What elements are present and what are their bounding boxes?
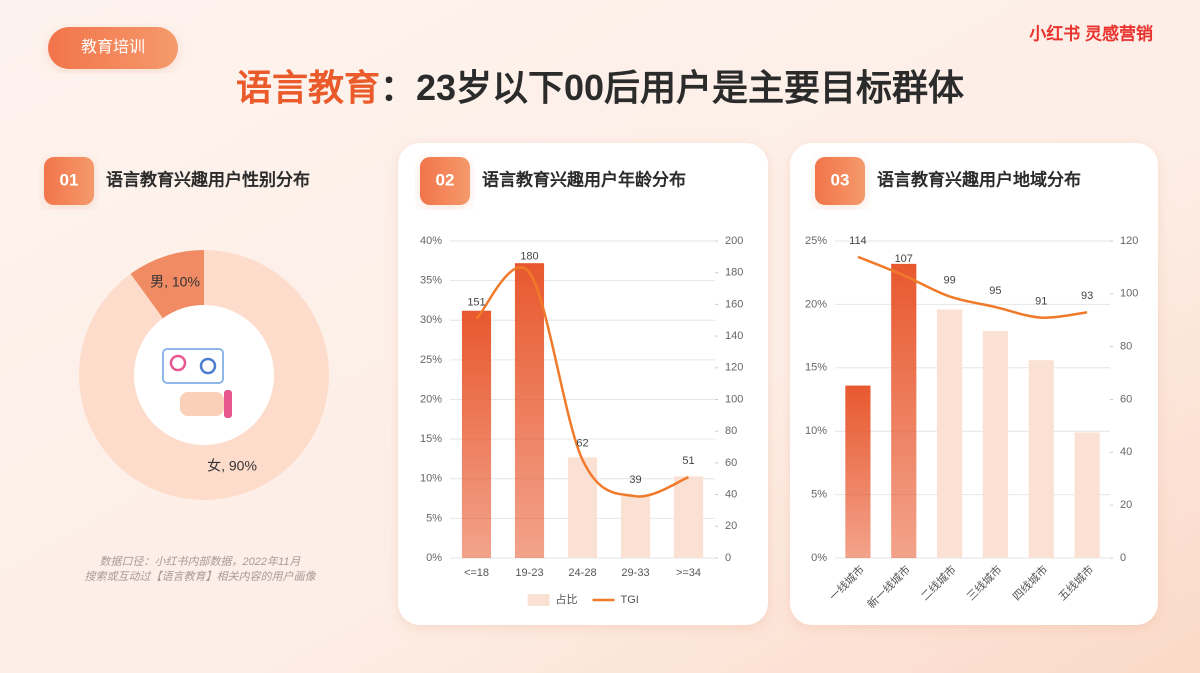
bar <box>461 310 492 558</box>
badge <box>815 157 865 205</box>
bar <box>620 496 651 558</box>
data-label: 107 <box>895 253 913 265</box>
bar <box>845 385 871 558</box>
y2-tick-label: 80 <box>725 425 737 437</box>
title-rest: ：23岁以下00后用户是主要目标群体 <box>380 67 964 108</box>
data-label: 151 <box>467 297 485 309</box>
note: 数据口径：小红书内部数据，2022年11月 <box>100 555 302 568</box>
data-label: 51 <box>682 455 694 467</box>
icon-female <box>169 354 187 372</box>
y2-tick-label: 120 <box>1120 235 1138 247</box>
line <box>475 266 689 498</box>
chart-title: 语言教育兴趣用户年龄分布 <box>482 169 686 189</box>
y-tick-label: 25% <box>805 235 827 247</box>
card <box>790 143 1158 625</box>
y-tick-label: 25% <box>420 354 442 366</box>
bar <box>673 476 704 558</box>
y2-tick-label: 160 <box>725 298 743 310</box>
y2-tick-label: 200 <box>725 235 743 247</box>
badge <box>420 157 470 205</box>
bar <box>982 331 1009 558</box>
y2-tick-label: 60 <box>1120 393 1132 405</box>
x-tick-label: 24-28 <box>568 567 596 579</box>
brand: 小红书 灵感营销 <box>1029 23 1153 43</box>
icon-board <box>162 348 224 384</box>
note: 搜索或互动过【语言教育】相关内容的用户画像 <box>85 570 317 583</box>
data-label: 180 <box>520 251 538 263</box>
x-tick-label: 29-33 <box>621 567 649 579</box>
bar <box>567 457 598 558</box>
y2-tick-label: 20 <box>725 520 737 532</box>
tag-pill <box>48 27 178 69</box>
bar <box>1028 360 1054 558</box>
y-tick-label: 0% <box>426 552 442 564</box>
y-tick-label: 10% <box>420 473 442 485</box>
y2-tick-label: 80 <box>1120 341 1132 353</box>
legend-swatch <box>527 594 550 606</box>
icon-hand <box>180 392 224 416</box>
y-tick-label: 15% <box>805 362 827 374</box>
bar <box>514 263 545 558</box>
y-tick-label: 30% <box>420 314 442 326</box>
y-tick-label: 20% <box>420 393 442 405</box>
y2-tick-label: 180 <box>725 267 743 279</box>
y2-tick-label: 20 <box>1120 499 1132 511</box>
data-label: 62 <box>576 438 588 450</box>
bar <box>1074 432 1100 558</box>
data-label: 114 <box>849 235 867 247</box>
badge-number: 03 <box>831 170 850 189</box>
title: 语言教育：23岁以下00后用户是主要目标群体 <box>236 67 964 108</box>
legend-label: TGI <box>621 594 639 606</box>
y2-tick-label: 60 <box>725 457 737 469</box>
x-tick-label: 19-23 <box>515 567 543 579</box>
badge-number: 01 <box>60 170 79 189</box>
y2-tick-label: 120 <box>725 362 743 374</box>
data-label: 女, 90% <box>207 458 257 474</box>
y-tick-label: 5% <box>426 512 442 524</box>
badge-number: 02 <box>436 170 455 189</box>
data-label: 95 <box>989 285 1001 297</box>
y2-tick-label: 140 <box>725 330 743 342</box>
data-label: 男, 10% <box>150 274 200 290</box>
y2-tick-label: 0 <box>725 552 731 564</box>
y-tick-label: 0% <box>811 552 827 564</box>
icon-male <box>199 357 217 375</box>
data-label: 93 <box>1081 290 1093 302</box>
tag: 教育培训 <box>81 38 145 56</box>
pie-slice <box>79 249 329 500</box>
y-tick-label: 20% <box>805 298 827 310</box>
y-tick-label: 5% <box>811 489 827 501</box>
line <box>857 255 1088 319</box>
data-label: 99 <box>943 274 955 286</box>
data-label: 39 <box>629 474 641 486</box>
y2-tick-label: 100 <box>1120 288 1138 300</box>
x-tick-label: >=34 <box>676 567 701 579</box>
y-tick-label: 35% <box>420 275 442 287</box>
y2-tick-label: 0 <box>1120 552 1126 564</box>
icon-cuff <box>224 390 232 418</box>
y2-tick-label: 40 <box>1120 446 1132 458</box>
legend-label: 占比 <box>556 592 578 606</box>
chart-title: 语言教育兴趣用户性别分布 <box>106 169 310 189</box>
title-highlight: 语言教育 <box>236 67 380 108</box>
data-label: 91 <box>1035 296 1047 308</box>
pie-slice <box>130 250 204 319</box>
y2-tick-label: 40 <box>725 489 737 501</box>
x-tick-label: <=18 <box>464 567 489 579</box>
y-tick-label: 10% <box>805 425 827 437</box>
y-tick-label: 15% <box>420 433 442 445</box>
badge <box>44 157 94 205</box>
y2-tick-label: 100 <box>725 393 743 405</box>
bar <box>891 263 917 558</box>
y-tick-label: 40% <box>420 235 442 247</box>
chart-title: 语言教育兴趣用户地域分布 <box>877 169 1081 189</box>
bar <box>936 309 963 558</box>
